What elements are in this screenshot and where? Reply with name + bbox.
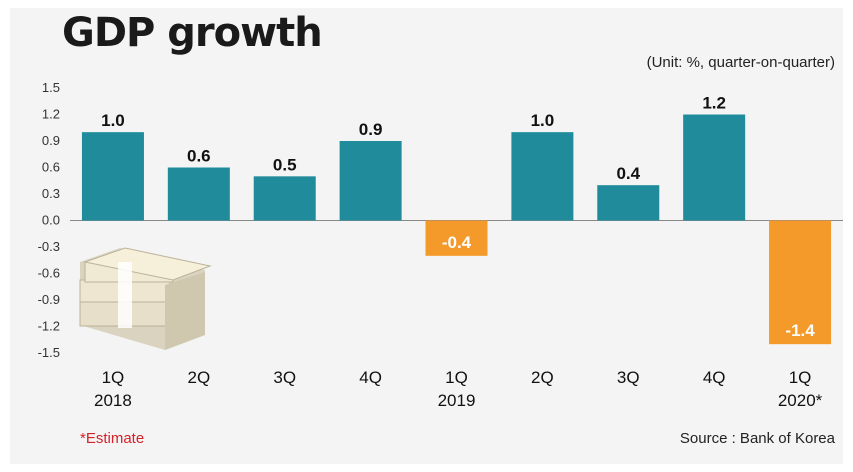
x-tick-label: 2020*	[778, 391, 823, 410]
bar	[425, 220, 488, 256]
y-tick-label: -0.6	[38, 266, 60, 281]
y-tick-label: 0.0	[42, 213, 60, 228]
bar-value-label: 1.0	[531, 111, 555, 130]
x-axis: 1Q 2018 2Q 3Q 4Q 1Q 2019 2Q 3Q 4Q 1Q 2020*	[94, 368, 823, 410]
x-tick-label: 1Q	[789, 368, 812, 387]
y-axis: 1.5 1.2 0.9 0.6 0.3 0.0 -0.3 -0.6 -0.9 -1.2 -1.5	[38, 80, 60, 360]
bar-value-label: 0.6	[187, 147, 211, 166]
x-tick-label: 1Q	[102, 368, 125, 387]
bar-value-label: 0.4	[616, 164, 640, 183]
bar-value-label: 1.0	[101, 111, 125, 130]
x-tick-label: 1Q	[445, 368, 468, 387]
bar-value-label: -1.4	[785, 321, 815, 340]
y-tick-label: -1.5	[38, 345, 60, 360]
bar-value-label: 0.9	[359, 120, 383, 139]
y-tick-label: 0.3	[42, 186, 60, 201]
estimate-note: *Estimate	[80, 430, 145, 447]
bar	[511, 132, 574, 221]
y-tick-label: -1.2	[38, 319, 60, 334]
bar	[597, 185, 660, 221]
y-tick-label: 0.6	[42, 160, 60, 175]
y-tick-label: -0.9	[38, 292, 60, 307]
bar	[167, 167, 230, 221]
bar	[769, 220, 832, 345]
unit-label: (Unit: %, quarter-on-quarter)	[646, 54, 835, 71]
bar	[339, 141, 402, 221]
bar	[81, 132, 144, 221]
bars-group: 1.0 0.6 0.5 0.9 -0.4 1.0 0.4 1.2 -1.4	[81, 94, 832, 345]
y-tick-label: -0.3	[38, 239, 60, 254]
x-tick-label: 3Q	[617, 368, 640, 387]
x-tick-label: 2Q	[187, 368, 210, 387]
y-tick-label: 0.9	[42, 133, 60, 148]
bar	[253, 176, 316, 221]
x-tick-label: 4Q	[703, 368, 726, 387]
x-tick-label: 2018	[94, 391, 132, 410]
x-tick-label: 2Q	[531, 368, 554, 387]
bar	[683, 114, 746, 221]
x-tick-label: 2019	[438, 391, 476, 410]
source-note: Source : Bank of Korea	[679, 430, 835, 447]
y-tick-label: 1.2	[42, 107, 60, 122]
bar-value-label: 0.5	[273, 155, 297, 174]
bar-value-label: -0.4	[442, 233, 472, 252]
x-tick-label: 4Q	[359, 368, 382, 387]
bar-value-label: 1.2	[702, 94, 726, 113]
y-tick-label: 1.5	[42, 80, 60, 95]
cash-stack-icon	[79, 247, 212, 350]
x-tick-label: 3Q	[273, 368, 296, 387]
chart-title: GDP growth	[62, 10, 323, 56]
